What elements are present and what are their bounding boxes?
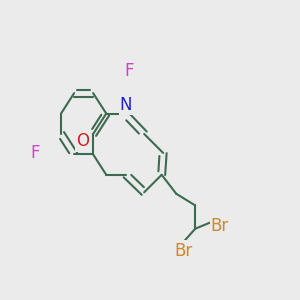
Text: Br: Br	[174, 242, 193, 260]
Text: Br: Br	[211, 217, 229, 235]
Text: N: N	[120, 96, 132, 114]
Text: O: O	[76, 132, 89, 150]
Text: F: F	[30, 144, 40, 162]
Text: F: F	[125, 62, 134, 80]
